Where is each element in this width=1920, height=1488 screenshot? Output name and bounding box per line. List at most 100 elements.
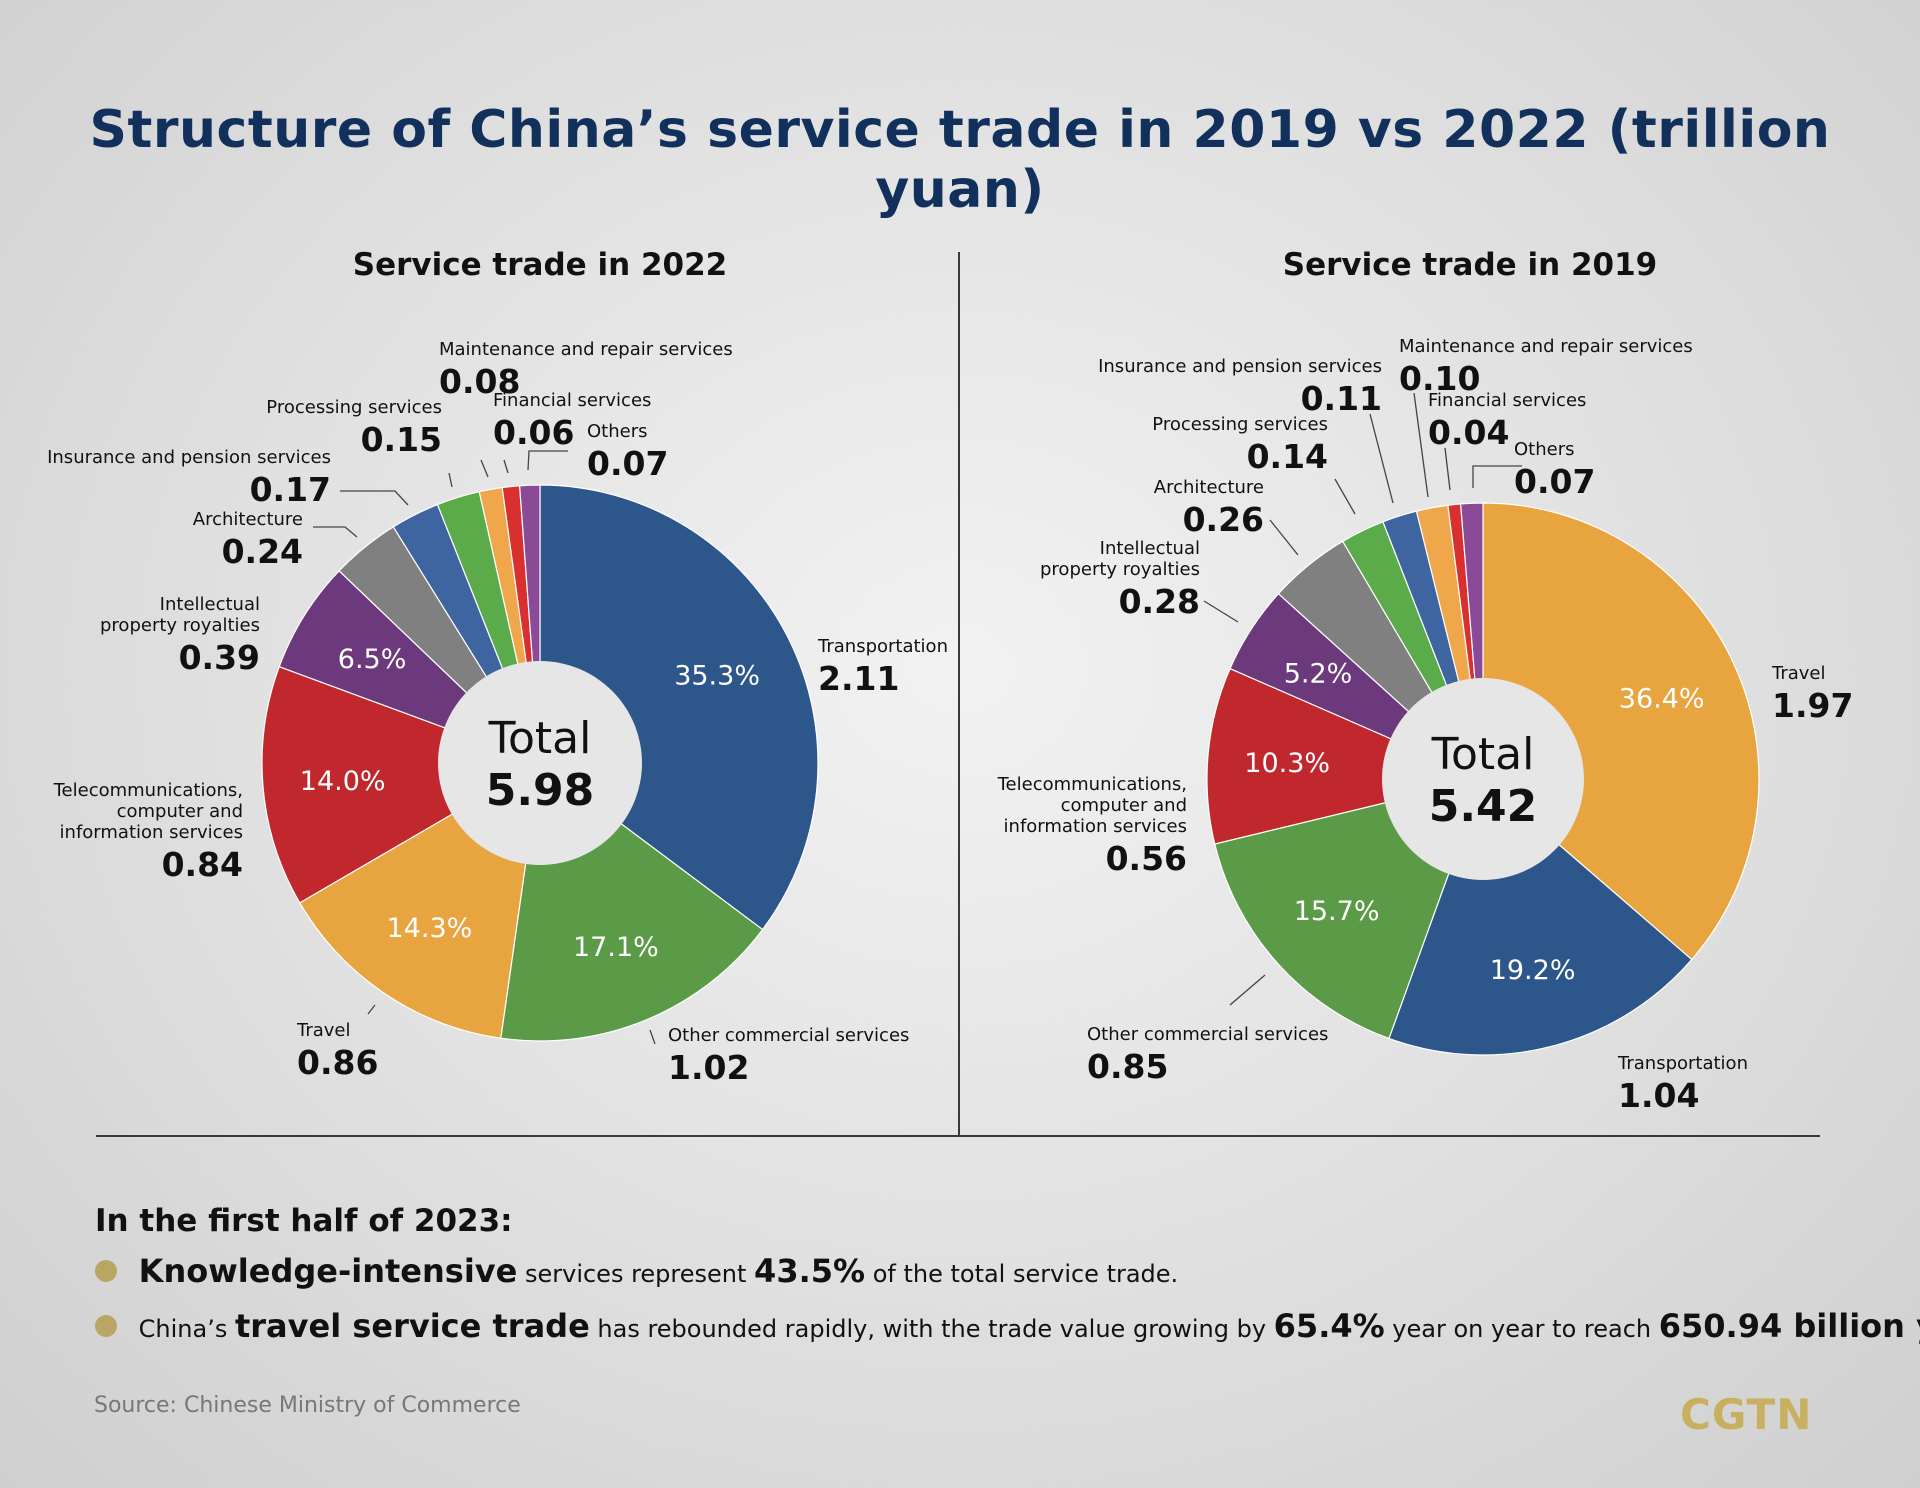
slice-percent-label: 36.4% (1619, 683, 1705, 714)
leader-line (527, 450, 568, 471)
source-note: Source: Chinese Ministry of Commerce (94, 1393, 521, 1418)
donut-hole (438, 661, 642, 865)
bullet-1-text-2: of the total service trade. (865, 1260, 1179, 1288)
slice-name-label: Others (1514, 439, 1575, 460)
leader-line (448, 472, 453, 488)
bullet-1-text-1: services represent (517, 1260, 755, 1288)
bullet-1-highlight-1: Knowledge-intensive (138, 1252, 518, 1290)
vertical-divider (958, 252, 960, 1136)
slice-name-label: Transportation (1617, 1053, 1748, 1074)
slice-value-label: 0.26 (1183, 500, 1264, 539)
bullet-dot-icon (95, 1260, 117, 1282)
slice-percent-label: 17.1% (573, 932, 659, 963)
slice-name-label: Telecommunications, (997, 774, 1187, 795)
slice-percent-label: 10.3% (1244, 748, 1330, 779)
bullet-2-text-0: China’s (138, 1315, 235, 1343)
center-label: Total (1431, 729, 1535, 780)
slice-value-label: 0.17 (250, 470, 331, 509)
leader-line (1229, 974, 1266, 1006)
footer-bullet-2: China’s travel service trade has rebound… (95, 1307, 1920, 1345)
footer-heading: In the first half of 2023: (95, 1203, 513, 1239)
leader-line (1369, 413, 1394, 504)
slice-name-label: Transportation (817, 636, 948, 657)
leader-line (1472, 465, 1522, 488)
bullet-2-highlight-3: 650.94 billion yuan (1658, 1307, 1920, 1345)
horizontal-divider (96, 1135, 1820, 1137)
bullet-2-text-1: has rebounded rapidly, with the trade va… (589, 1315, 1274, 1343)
pie-slice-telecommunications-computer-and-information-services (1206, 667, 1485, 845)
slice-name-label: Other commercial services (1087, 1024, 1328, 1045)
center-total-value: 5.42 (1429, 781, 1538, 832)
center-label: Total (488, 713, 592, 764)
slice-percent-label: 14.0% (300, 766, 386, 797)
slice-value-label: 0.28 (1119, 582, 1200, 621)
slice-name-label: computer and (1061, 795, 1187, 816)
slice-name-label: Travel (1771, 663, 1826, 684)
slice-name-label: Others (587, 421, 648, 442)
slice-value-label: 0.07 (1514, 462, 1595, 501)
slice-percent-label: 14.3% (387, 913, 473, 944)
slice-percent-label: 35.3% (674, 660, 760, 691)
slice-value-label: 1.02 (668, 1048, 749, 1087)
pie-slice-telecommunications-computer-and-information-services (261, 665, 542, 904)
bullet-1-highlight-2: 43.5% (754, 1252, 866, 1290)
chart-title-2022: Service trade in 2022 (352, 247, 728, 283)
slice-name-label: property royalties (1040, 559, 1200, 580)
slice-value-label: 0.04 (1428, 413, 1509, 452)
donut-hole (1382, 678, 1584, 880)
slice-name-label: Architecture (193, 509, 303, 530)
slice-name-label: Intellectual (1100, 538, 1200, 559)
page-title: Structure of China’s service trade in 20… (89, 100, 1831, 220)
slice-name-label: Maintenance and repair services (1399, 336, 1693, 357)
slice-percent-label: 15.7% (1294, 896, 1380, 927)
slice-value-label: 0.56 (1106, 839, 1187, 878)
bullet-2-highlight-1: travel service trade (234, 1307, 590, 1345)
slice-value-label: 2.11 (818, 659, 899, 698)
pie-slice-travel (1482, 502, 1760, 961)
bullet-dot-icon (95, 1315, 117, 1337)
slice-name-label: Insurance and pension services (1098, 356, 1382, 377)
slice-value-label: 0.15 (361, 420, 442, 459)
slice-percent-label: 6.5% (338, 644, 407, 675)
bullet-2-text-2: year on year to reach (1384, 1315, 1659, 1343)
slice-name-label: Financial services (1428, 390, 1586, 411)
slice-value-label: 0.84 (162, 845, 243, 884)
chart-title-2019: Service trade in 2019 (1282, 247, 1658, 283)
slice-name-label: Travel (296, 1020, 351, 1041)
slice-name-label: information services (1004, 816, 1187, 837)
slice-name-label: computer and (117, 801, 243, 822)
pie-slice-transportation (539, 484, 819, 931)
slice-percent-label: 19.2% (1490, 955, 1576, 986)
slice-name-label: Financial services (493, 390, 651, 411)
slice-value-label: 0.39 (179, 638, 260, 677)
leader-line (1203, 600, 1239, 623)
slice-value-label: 0.10 (1399, 359, 1480, 398)
leader-line (1269, 519, 1299, 556)
leader-line (1413, 392, 1429, 498)
slice-value-label: 0.14 (1247, 437, 1328, 476)
leader-line (1444, 447, 1451, 491)
center-total-value: 5.98 (486, 765, 595, 816)
leader-line (480, 459, 489, 478)
leader-line (367, 1004, 376, 1015)
footer-bullet-1: Knowledge-intensive services represent 4… (95, 1252, 1178, 1290)
slice-value-label: 1.97 (1772, 686, 1853, 725)
slice-name-label: Telecommunications, (53, 780, 243, 801)
slice-value-label: 0.86 (297, 1043, 378, 1082)
slice-name-label: Maintenance and repair services (439, 339, 733, 360)
leader-line (340, 490, 409, 506)
leader-line (1334, 478, 1356, 515)
slice-percent-label: 5.2% (1284, 658, 1353, 689)
slice-value-label: 0.85 (1087, 1047, 1168, 1086)
slice-value-label: 0.08 (439, 362, 520, 401)
slice-value-label: 1.04 (1618, 1076, 1699, 1115)
slice-name-label: information services (60, 822, 243, 843)
leader-line (649, 1029, 656, 1045)
slice-name-label: Processing services (1152, 414, 1328, 435)
slice-name-label: Architecture (1154, 477, 1264, 498)
slice-name-label: Insurance and pension services (47, 447, 331, 468)
bullet-2-highlight-2: 65.4% (1273, 1307, 1385, 1345)
